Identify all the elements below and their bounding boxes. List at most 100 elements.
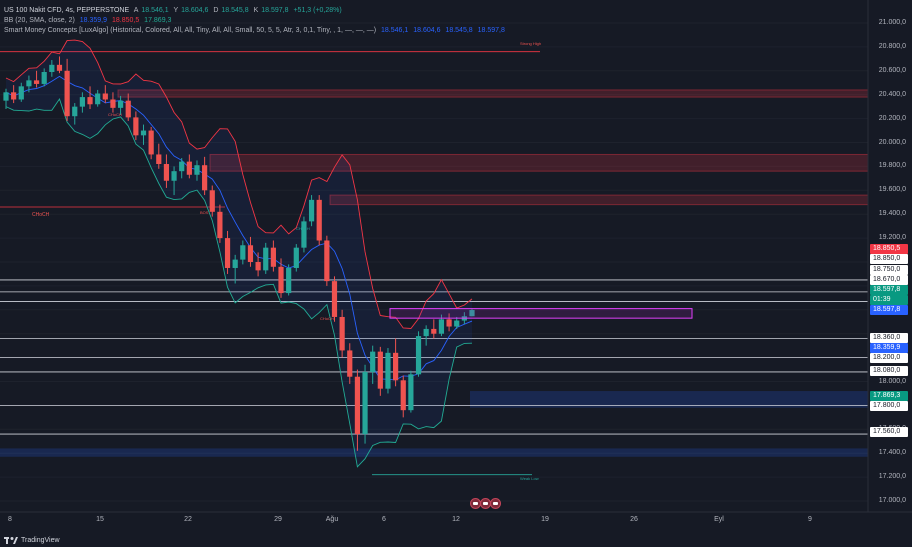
candle-body	[64, 70, 70, 117]
candle-body	[301, 221, 307, 248]
candle-body	[438, 319, 445, 334]
bb-legend[interactable]: BB (20, SMA, close, 2) 18.359,9 18.850,5…	[4, 16, 174, 25]
candle-body	[293, 247, 299, 268]
bb-lower-value: 17.869,3	[144, 17, 172, 24]
candle-body	[125, 100, 131, 118]
candle-body	[316, 199, 322, 241]
candle-body	[133, 117, 139, 136]
candle-body	[224, 238, 231, 268]
candle-body	[79, 97, 85, 107]
bb-upper-value: 18.850,5	[111, 17, 140, 24]
smc-value-4: 18.597,8	[477, 27, 505, 34]
bos-label: BOS	[200, 210, 209, 215]
candle-body	[400, 380, 406, 411]
bb-name[interactable]: BB (20, SMA, close, 2)	[4, 17, 75, 24]
order-block-box	[389, 308, 693, 319]
price-tick-label: 17.400,0	[878, 449, 906, 457]
close-label: K	[253, 7, 259, 14]
zone-layer	[0, 22, 869, 502]
candle-body	[217, 211, 223, 239]
supply-zone	[209, 153, 869, 172]
high-label: Y	[173, 7, 179, 14]
candle-body	[423, 328, 429, 337]
candle-body	[49, 64, 55, 72]
candle-body	[362, 371, 368, 435]
time-tick-label: Ağu	[325, 516, 339, 523]
candle-body	[148, 130, 154, 155]
candle-body	[415, 336, 422, 375]
change-value: +51,3 (+0,28%)	[293, 7, 342, 14]
level-tag: 17.560,0	[870, 427, 908, 437]
weak-low-label: Weak Low	[520, 476, 539, 481]
candle-body	[18, 86, 24, 100]
price-tick-label: 17.000,0	[878, 497, 906, 504]
smc-value-3: 18.545,8	[445, 27, 473, 34]
candle-body	[393, 352, 399, 381]
candle-body	[354, 376, 361, 435]
choch-label: CHoCH	[320, 316, 334, 321]
candle-body	[270, 247, 276, 267]
supply-zone	[329, 194, 869, 206]
smc-overlay	[389, 308, 693, 319]
candle-body	[11, 92, 17, 100]
choch-label: CHoCH	[296, 226, 310, 231]
time-tick-label: 6	[382, 516, 386, 523]
time-tick-label: 8	[8, 516, 12, 523]
candle-body	[408, 374, 414, 411]
price-tick-label: 20.400,0	[878, 90, 906, 98]
time-tick-label: Eyl	[714, 516, 724, 523]
close-value: 18.597,8	[261, 7, 289, 14]
level-tag: 18.200,0	[870, 353, 908, 363]
choch-label: CHoCH	[108, 112, 122, 117]
symbol-name[interactable]: US 100 Nakit CFD, 4s, PEPPERSTONE	[4, 7, 130, 14]
candle-body	[87, 97, 93, 105]
us-flag-event-icon[interactable]	[490, 498, 501, 509]
choch-label: CHoCH	[32, 212, 50, 218]
candle-body	[454, 320, 460, 327]
candle-body	[278, 266, 284, 294]
candle-body	[33, 80, 40, 84]
smc-price-tag: 18.597,8	[870, 305, 908, 315]
candle-body	[347, 350, 353, 377]
candle-body	[41, 71, 47, 84]
time-tick-label: 22	[184, 516, 192, 523]
candle-body	[339, 316, 345, 351]
smc-value-1: 18.546,1	[381, 27, 409, 34]
price-tick-label: 17.200,0	[878, 473, 906, 481]
candle-body	[469, 310, 475, 317]
candle-body	[286, 267, 292, 294]
smc-legend[interactable]: Smart Money Concepts [LuxAlgo] (Historic…	[4, 26, 508, 35]
tradingview-logo[interactable]: TradingView	[4, 536, 60, 544]
bb-basis-tag: 18.359,9	[870, 343, 908, 353]
candle-body	[370, 351, 376, 372]
candle-body	[209, 190, 215, 212]
bb-upper-tag: 18.850,5	[870, 244, 908, 254]
bb-upper-line	[5, 39, 473, 329]
level-tag: 18.360,0	[870, 333, 908, 343]
level-tag: 18.750,0	[870, 265, 908, 275]
bb-fill	[6, 40, 472, 467]
candle-body	[72, 106, 78, 117]
price-tick-label: 20.800,0	[878, 42, 906, 50]
candle-body	[95, 93, 101, 105]
candle-body	[194, 165, 200, 175]
smc-value-2: 18.604,6	[413, 27, 441, 34]
high-value: 18.604,6	[181, 7, 209, 14]
smc-name[interactable]: Smart Money Concepts [LuxAlgo] (Historic…	[4, 27, 377, 34]
candle-body	[263, 247, 269, 271]
demand-zone	[0, 448, 868, 457]
price-tick-label: 19.200,0	[878, 234, 906, 242]
open-value: 18.546,1	[141, 7, 169, 14]
candle-body	[202, 165, 208, 191]
symbol-legend[interactable]: US 100 Nakit CFD, 4s, PEPPERSTONE A 18.54…	[4, 6, 345, 15]
candle-body	[431, 328, 437, 334]
low-value: 18.545,8	[221, 7, 249, 14]
candle-series	[3, 56, 475, 451]
bb-lower-tag: 17.869,3	[870, 391, 908, 401]
price-tick-label: 21.000,0	[878, 19, 906, 26]
low-label: D	[213, 7, 219, 14]
price-tick-label: 20.000,0	[878, 138, 906, 146]
candle-body	[446, 319, 452, 327]
candle-body	[110, 99, 116, 108]
